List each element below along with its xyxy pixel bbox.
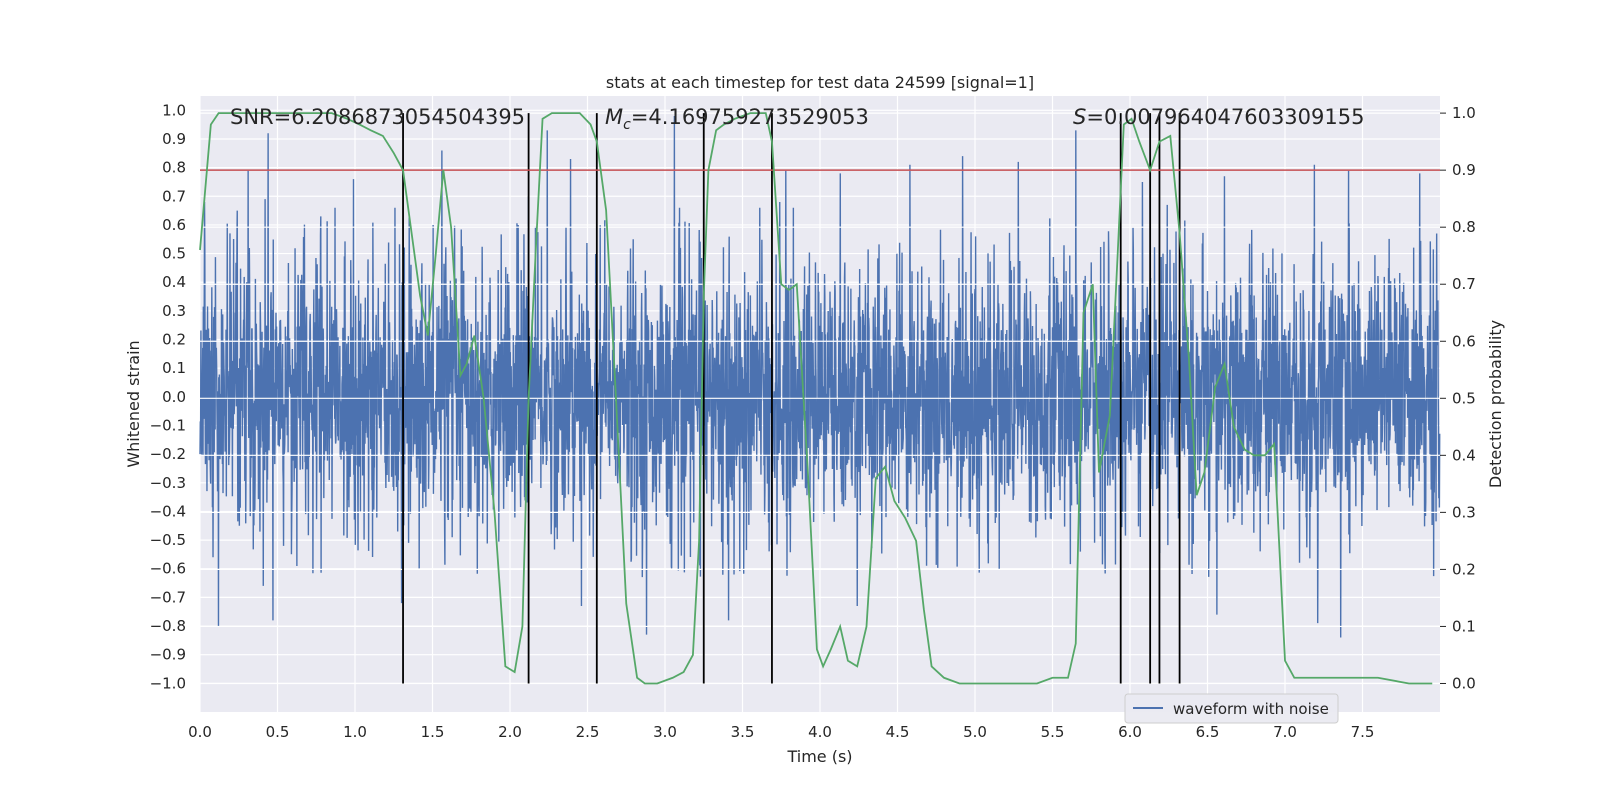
x-tick-label: 5.5 — [1041, 723, 1065, 741]
y-tick-label: 0.4 — [162, 273, 186, 291]
y-tick-label: 0.5 — [162, 245, 186, 263]
s-annotation: S=0.007964047603309155 — [1073, 105, 1364, 129]
x-tick-label: 3.0 — [653, 723, 677, 741]
x-tick-label: 5.0 — [963, 723, 987, 741]
x-tick-label: 2.0 — [498, 723, 522, 741]
waveform-line — [199, 116, 1441, 638]
y-tick-label: 0.2 — [162, 331, 186, 349]
x-tick-label: 1.5 — [421, 723, 445, 741]
x-tick-labels: 0.0 0.5 1.0 1.5 2.0 2.5 3.0 3.5 4.0 4.5 5.0 5.5 6.0 6… — [188, 723, 1374, 741]
y-tick-label: 1.0 — [162, 101, 186, 119]
x-tick-label: 2.5 — [576, 723, 600, 741]
x-tick-label: 7.0 — [1273, 723, 1297, 741]
y2-tick-labels: 1.0 0.9 0.8 0.7 0.6 0.5 0.4 0.3 0.2 0.1 0.0 — [1440, 104, 1476, 692]
y-tick-label: −0.5 — [150, 531, 186, 549]
y-axis-label: Whitened strain — [124, 340, 143, 467]
y2-axis-label: Detection probability — [1486, 320, 1505, 488]
s-value: =0.007964047603309155 — [1086, 105, 1364, 129]
chirp-mass-symbol: M — [605, 105, 623, 129]
y-tick-labels: 1.0 0.9 0.8 0.7 0.6 0.5 0.4 0.3 0.2 0.1 0.0 −0.1 −0.… — [150, 101, 186, 692]
y-tick-label: 0.6 — [162, 216, 186, 234]
legend-label: waveform with noise — [1173, 700, 1329, 718]
chirp-mass-value: =4.169759273529053 — [631, 105, 869, 129]
x-tick-label: 0.5 — [266, 723, 290, 741]
chirp-mass-annotation: Mc=4.169759273529053 — [605, 105, 869, 133]
y2-tick-label: 0.1 — [1452, 617, 1476, 635]
y-tick-label: −0.4 — [150, 502, 186, 520]
chirp-mass-subscript: c — [623, 117, 631, 133]
y-tick-label: −0.6 — [150, 560, 186, 578]
x-tick-label: 1.0 — [343, 723, 367, 741]
y-tick-label: 0.9 — [162, 130, 186, 148]
x-tick-label: 6.5 — [1196, 723, 1220, 741]
y2-tick-label: 0.7 — [1452, 275, 1476, 293]
y2-tick-label: 0.5 — [1452, 389, 1476, 407]
x-tick-label: 0.0 — [188, 723, 212, 741]
legend: waveform with noise — [1124, 693, 1339, 724]
y-tick-label: −0.7 — [150, 588, 186, 606]
x-tick-label: 7.5 — [1351, 723, 1375, 741]
y2-tick-label: 0.2 — [1452, 560, 1476, 578]
y-tick-label: 0.1 — [162, 359, 186, 377]
x-tick-label: 6.0 — [1118, 723, 1142, 741]
y2-tick-label: 1.0 — [1452, 104, 1476, 122]
y-tick-label: −0.1 — [150, 416, 186, 434]
legend-box — [1124, 693, 1339, 724]
y2-tick-label: 0.4 — [1452, 446, 1476, 464]
snr-annotation: SNR=6.2086873054504395 — [230, 105, 525, 129]
y2-tick-label: 0.8 — [1452, 218, 1476, 236]
y2-tick-label: 0.3 — [1452, 503, 1476, 521]
y-tick-label: −0.3 — [150, 474, 186, 492]
y-tick-label: −1.0 — [150, 674, 186, 692]
y-tick-label: −0.8 — [150, 617, 186, 635]
y2-tick-label: 0.6 — [1452, 332, 1476, 350]
y2-tick-label: 0.9 — [1452, 161, 1476, 179]
y-tick-label: −0.9 — [150, 646, 186, 664]
y2-tick-label: 0.0 — [1452, 674, 1476, 692]
s-symbol: S — [1073, 105, 1086, 129]
y-tick-label: 0.0 — [162, 388, 186, 406]
waveform-series — [199, 116, 1441, 638]
detection-probability-line — [199, 112, 1433, 685]
y-tick-label: 0.8 — [162, 159, 186, 177]
y2-gridlines — [200, 112, 1440, 685]
x-tick-label: 4.0 — [808, 723, 832, 741]
x-axis-label: Time (s) — [786, 747, 852, 766]
x-tick-label: 3.5 — [731, 723, 755, 741]
chart-title: stats at each timestep for test data 245… — [606, 73, 1034, 92]
y-tick-label: 0.7 — [162, 187, 186, 205]
y-tick-label: −0.2 — [150, 445, 186, 463]
y-tick-label: 0.3 — [162, 302, 186, 320]
x-tick-label: 4.5 — [886, 723, 910, 741]
